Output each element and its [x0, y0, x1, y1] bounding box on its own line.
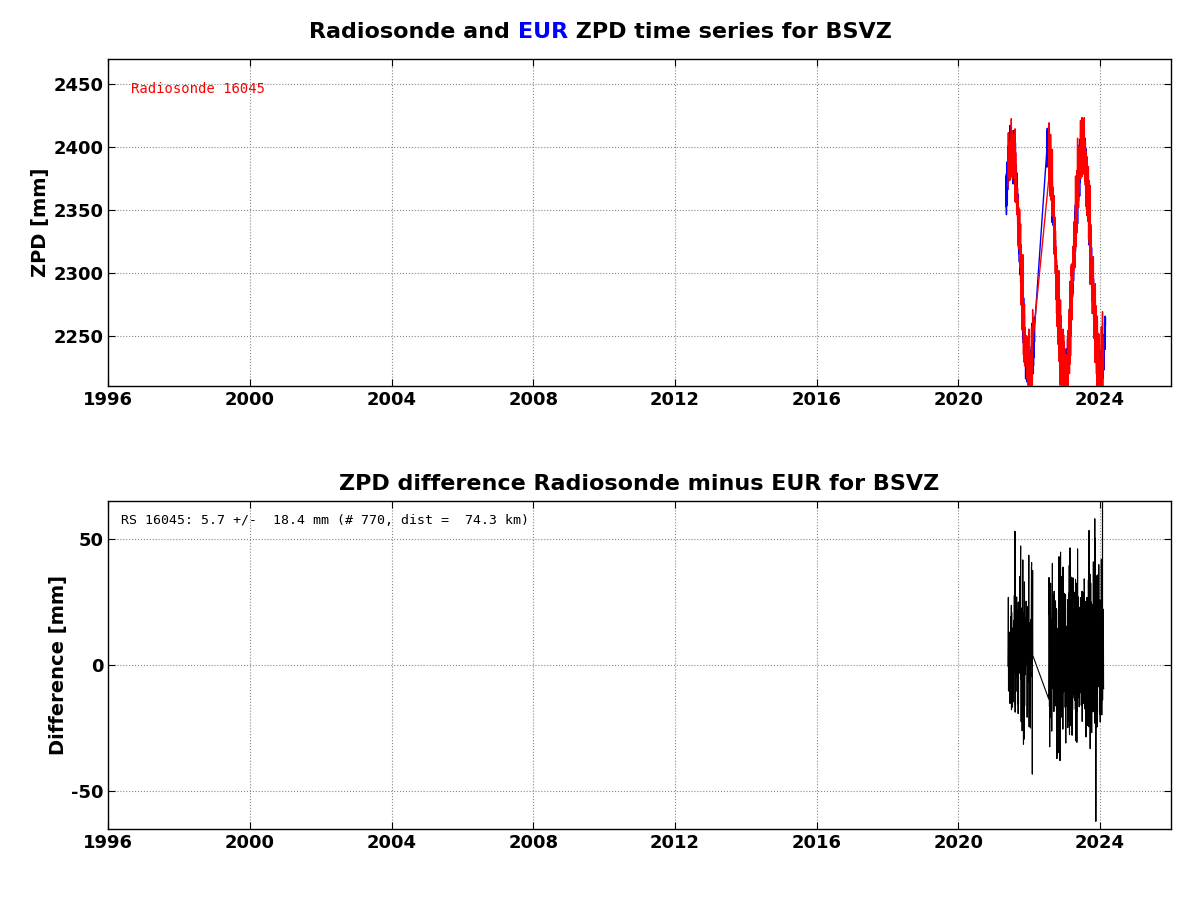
Title: ZPD difference Radiosonde minus EUR for BSVZ: ZPD difference Radiosonde minus EUR for …: [340, 474, 939, 494]
Text: RS 16045: 5.7 +/-  18.4 mm (# 770, dist =  74.3 km): RS 16045: 5.7 +/- 18.4 mm (# 770, dist =…: [121, 514, 528, 527]
Text: Radiosonde and: Radiosonde and: [309, 23, 518, 42]
Text: Radiosonde 16045: Radiosonde 16045: [131, 81, 265, 96]
Y-axis label: ZPD [mm]: ZPD [mm]: [31, 168, 50, 278]
Text: ZPD time series for BSVZ: ZPD time series for BSVZ: [568, 23, 892, 42]
Y-axis label: Difference [mm]: Difference [mm]: [49, 575, 68, 755]
Text: EUR: EUR: [518, 23, 568, 42]
